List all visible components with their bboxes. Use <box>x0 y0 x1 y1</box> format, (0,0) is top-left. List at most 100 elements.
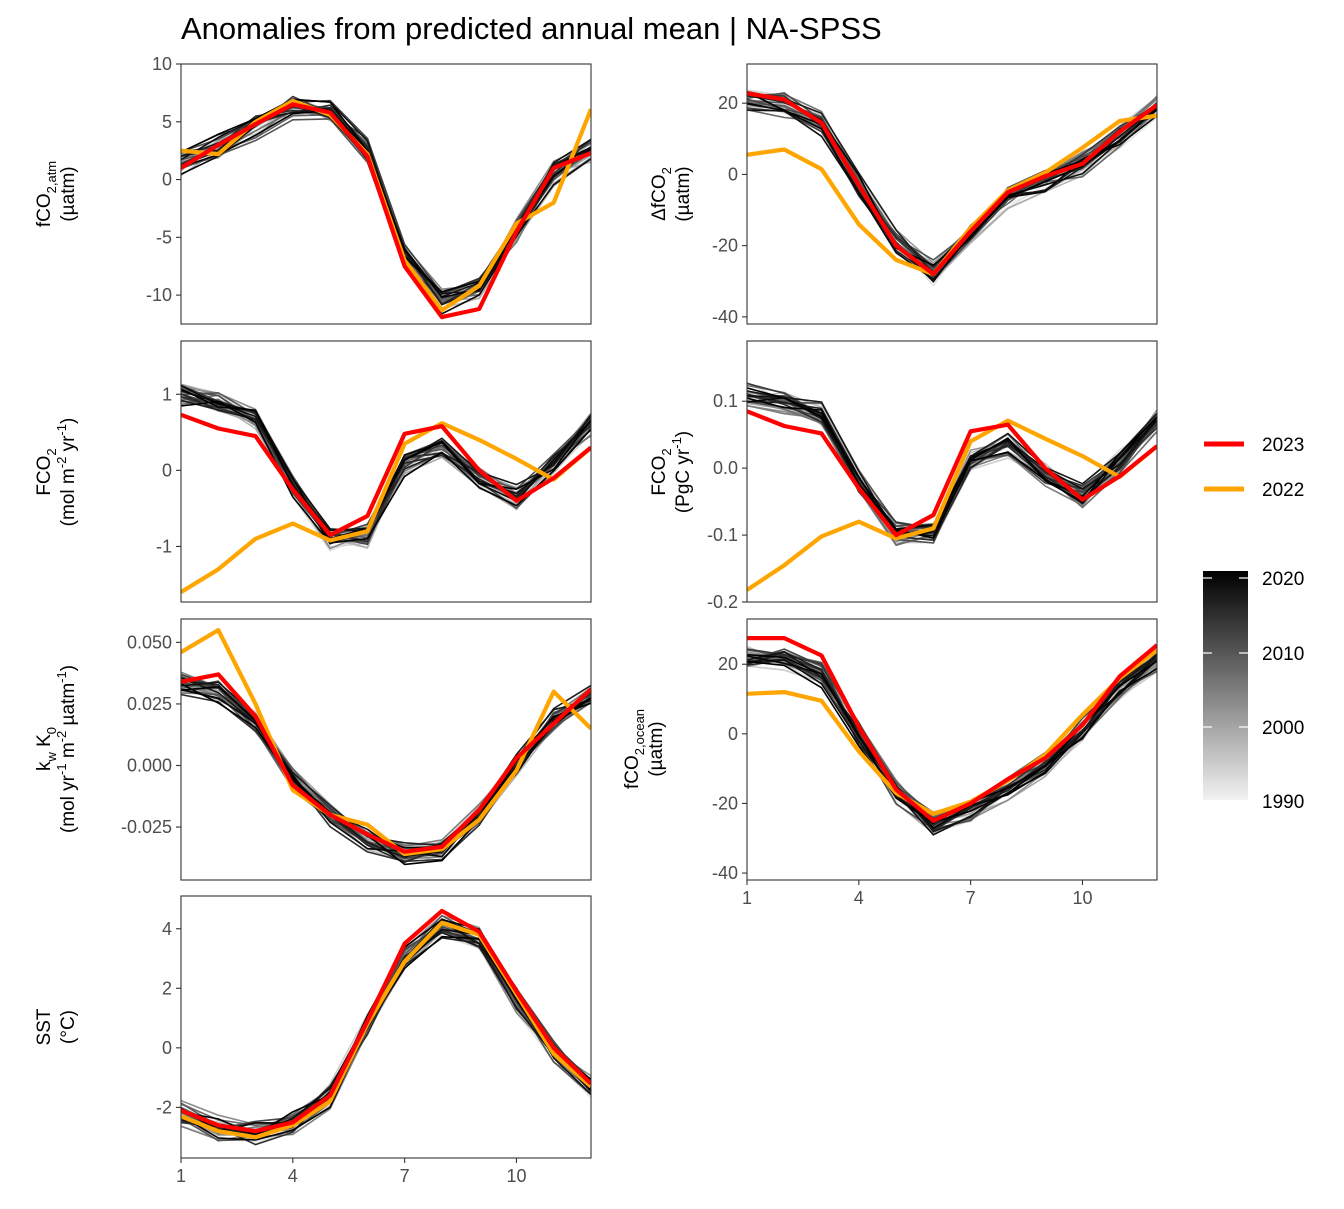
y-tick-label: -40 <box>712 863 738 883</box>
series-2022-fco2-flux-area <box>181 421 591 594</box>
y-tick-label: 0.1 <box>713 391 738 411</box>
svg-text:kw K0: kw K0 <box>34 727 59 771</box>
svg-text:(µatm): (µatm) <box>646 721 667 776</box>
y-tick-label: 0 <box>162 170 172 190</box>
panel-fco2-flux-area: 1 0 -1 <box>156 340 592 603</box>
trace-1992 <box>181 934 591 1135</box>
svg-text:(mol yr-1 m-2 µatm-1): (mol yr-1 m-2 µatm-1) <box>54 665 79 833</box>
y-tick-label: 0.025 <box>127 694 172 714</box>
svg-text:(PgC yr-1): (PgC yr-1) <box>669 431 694 513</box>
svg-text:(µatm): (µatm) <box>58 166 79 221</box>
ylabel-fco2-flux-area: FCO2 (mol m-2 yr-1) <box>34 418 79 527</box>
gradient-label-2000: 2000 <box>1262 718 1304 739</box>
legend-highlight: 2023 2022 <box>1204 435 1304 501</box>
y-tick-label: 4 <box>162 919 172 939</box>
y-tick-label: -2 <box>156 1097 172 1117</box>
series-2022-fco2-flux-total <box>747 418 1157 592</box>
ylabel-delta-fco2: ΔfCO2 (µatm) <box>649 166 694 221</box>
panel-fco2-atm: 10 5 0 -5 -10 <box>146 54 592 325</box>
trace-2021 <box>747 660 1157 823</box>
trace-2007 <box>181 930 591 1133</box>
trace-2018 <box>181 389 591 533</box>
gradient-label-2010: 2010 <box>1262 644 1304 665</box>
panel-fco2-ocean: 20 0 -20 -401 4 7 10 <box>712 618 1158 908</box>
y-tick-label: 5 <box>162 112 172 132</box>
y-tick-label: 0.000 <box>127 756 172 776</box>
ylabel-fco2-atm: fCO2,atm (µatm) <box>34 161 79 227</box>
series-2023-sst <box>181 908 591 1134</box>
panel-delta-fco2: 20 0 -20 -40 <box>712 63 1158 327</box>
trace-2003 <box>181 929 591 1135</box>
background-years-fco2-flux-total <box>747 381 1157 547</box>
trace-2017 <box>747 650 1157 833</box>
panel-sst: 4 2 0 -2 1 4 7 10 <box>156 895 592 1186</box>
series-2023-fco2-atm <box>181 102 591 320</box>
ylabel-sst: SST (°C) <box>34 1008 79 1045</box>
trace-2016 <box>181 399 591 545</box>
trace-1993 <box>747 655 1157 830</box>
series-2023-fco2-ocean <box>747 635 1157 823</box>
series-2023-fco2-flux-total <box>747 409 1157 538</box>
panel-frame <box>180 618 592 881</box>
trace-1992 <box>747 381 1157 534</box>
gradient-label-1990: 1990 <box>1262 792 1304 813</box>
panels: 1050-5-10200-20-4010-10.10.0-0.1-0.20.05… <box>121 54 1158 1186</box>
y-tick-label: 0.0 <box>713 458 738 478</box>
background-years-sst <box>181 914 591 1146</box>
trace-2015 <box>747 657 1157 827</box>
trace-2003 <box>747 657 1157 831</box>
svg-text:ΔfCO2: ΔfCO2 <box>649 167 674 221</box>
trace-2014 <box>747 654 1157 832</box>
svg-text:fCO2,ocean: fCO2,ocean <box>622 709 647 789</box>
trace-2018 <box>747 654 1157 836</box>
svg-text:FCO2: FCO2 <box>34 448 59 495</box>
y-tick-label: -20 <box>712 793 738 813</box>
y-tick-label: 0.050 <box>127 632 172 652</box>
x-tick-label: 4 <box>288 1166 298 1186</box>
background-years-fco2-ocean <box>747 645 1157 836</box>
series-2023-kw-k0 <box>181 672 591 854</box>
panel-frame <box>180 895 592 1159</box>
trace-2000 <box>181 929 591 1135</box>
y-tick-label: 20 <box>718 654 738 674</box>
trace-2009 <box>181 927 591 1142</box>
svg-text:(µatm): (µatm) <box>673 166 694 221</box>
gradient-label-2020: 2020 <box>1262 569 1304 590</box>
y-tick-label: -1 <box>156 536 172 556</box>
panel-frame <box>746 63 1158 325</box>
svg-text:SST: SST <box>34 1008 55 1045</box>
trace-2010 <box>747 659 1157 830</box>
trace-2002 <box>747 657 1157 826</box>
y-tick-label: -0.2 <box>707 592 738 612</box>
trace-2019 <box>747 655 1157 829</box>
figure-title: Anomalies from predicted annual mean | N… <box>181 11 882 46</box>
y-tick-label: 20 <box>718 93 738 113</box>
background-years-delta-fco2 <box>747 89 1157 287</box>
panel-fco2-flux-total: 0.1 0.0 -0.1 -0.2 <box>707 340 1158 612</box>
y-tick-label: -40 <box>712 307 738 327</box>
x-tick-label: 1 <box>176 1166 186 1186</box>
trace-1999 <box>181 396 591 543</box>
trace-2019 <box>181 688 591 858</box>
legend-label-2022: 2022 <box>1262 480 1304 501</box>
panel-frame <box>180 340 592 603</box>
svg-text:fCO2,atm: fCO2,atm <box>34 161 59 227</box>
trace-2013 <box>181 928 591 1134</box>
legend-label-2023: 2023 <box>1262 435 1304 456</box>
legend-gradient: 2020 2010 2000 1990 <box>1203 569 1304 813</box>
trace-2004 <box>181 925 591 1141</box>
panel-kw-k0: 0.050 0.025 0.000 -0.025 <box>121 618 592 881</box>
trace-2004 <box>747 655 1157 826</box>
series-2023-delta-fco2 <box>747 91 1157 277</box>
x-tick-label: 10 <box>506 1166 526 1186</box>
trace-2001 <box>181 929 591 1142</box>
x-tick-label: 4 <box>854 888 864 908</box>
y-tick-label: -0.025 <box>121 817 172 837</box>
trace-2020 <box>181 400 591 544</box>
y-tick-label: 0 <box>162 460 172 480</box>
trace-1998 <box>181 927 591 1137</box>
panel-frame <box>746 340 1158 603</box>
panel-frame <box>180 63 592 325</box>
y-tick-label: 0 <box>728 724 738 744</box>
